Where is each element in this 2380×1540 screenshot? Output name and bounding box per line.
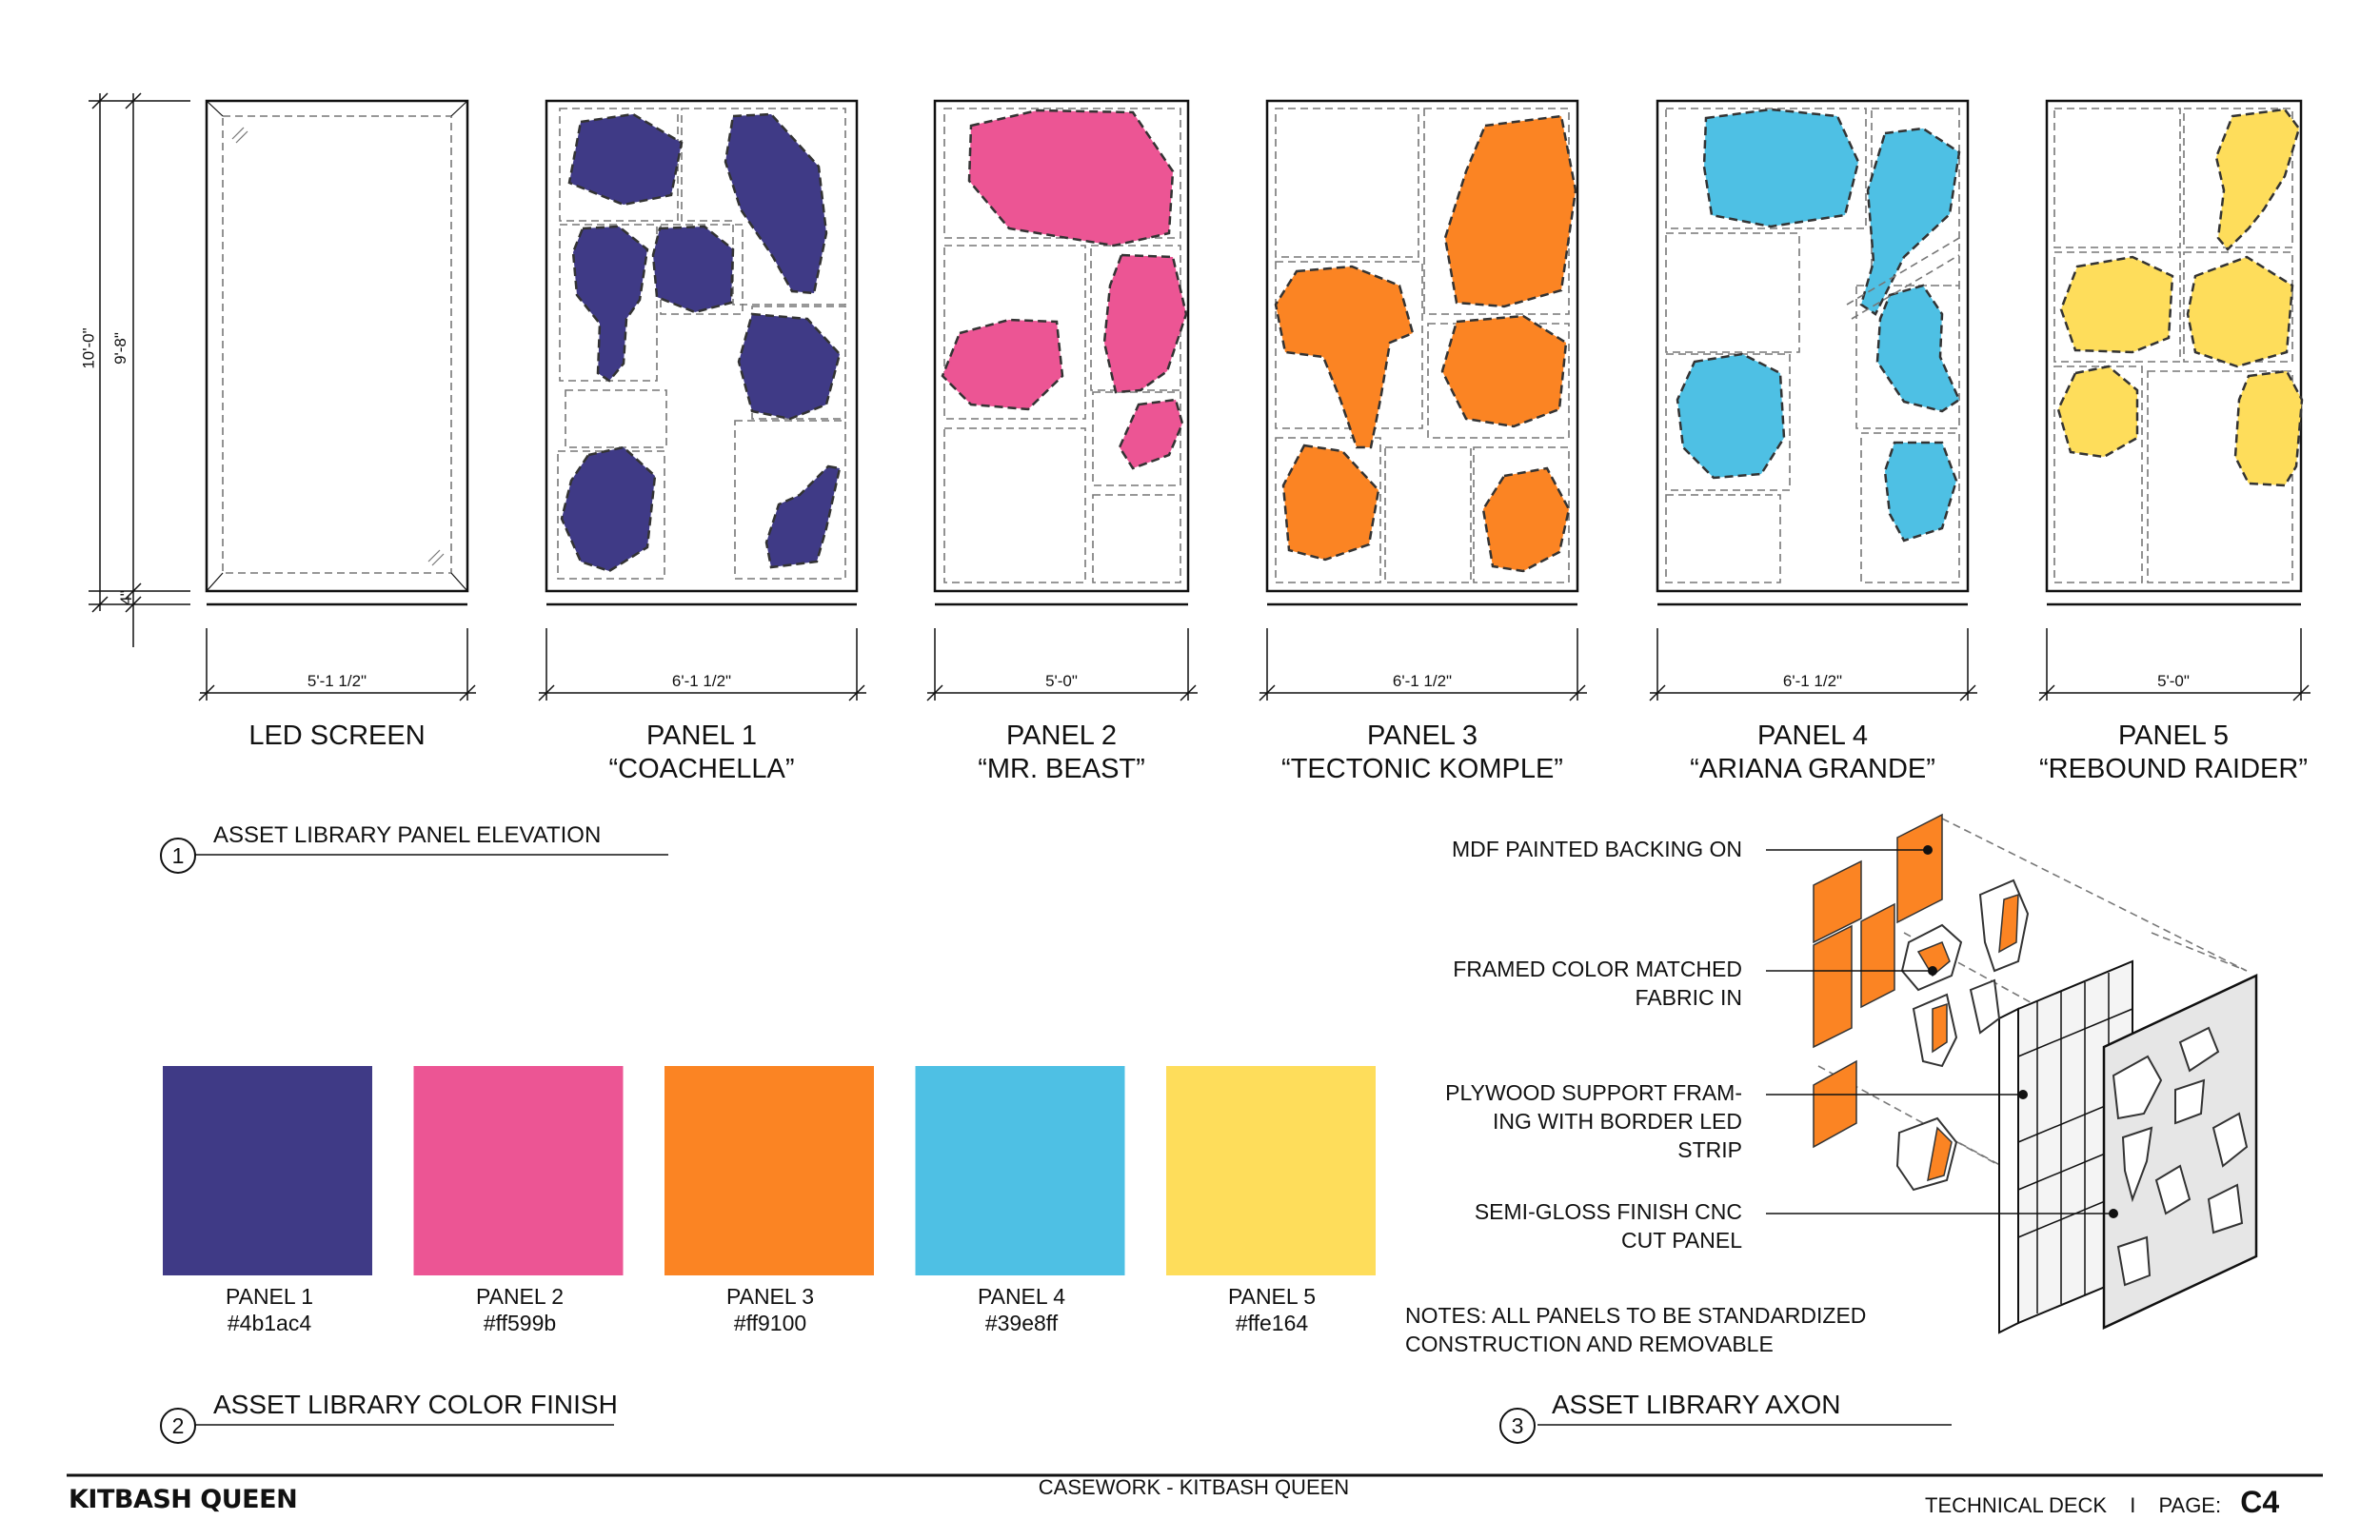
- callout-fabric: FRAMED COLOR MATCHED FABRIC IN: [1453, 957, 1742, 1010]
- overall-height-label: 10'-0": [79, 327, 98, 369]
- panel-2-elevation: [933, 99, 1190, 606]
- panel-4-subtitle: “ARIANA GRANDE”: [1690, 754, 1935, 784]
- panel-3-width: 6'-1 1/2": [1392, 672, 1453, 690]
- footer-project: CASEWORK - KITBASH QUEEN: [1038, 1475, 1350, 1499]
- panel-2-name: PANEL 2: [1005, 721, 1118, 751]
- height-dimensions: [89, 92, 190, 647]
- swatch-5-name: PANEL 5: [1227, 1284, 1317, 1309]
- panel-height-label: 9'-8": [110, 332, 129, 365]
- construction-notes: NOTES: ALL PANELS TO BE STANDARDIZED CON…: [1405, 1303, 1867, 1356]
- color-swatches: [163, 1066, 1376, 1275]
- swatch-3-name: PANEL 3: [725, 1284, 815, 1309]
- footer-page-info: TECHNICAL DECK I PAGE: C4: [1925, 1485, 2279, 1520]
- callout-cnc-panel: SEMI-GLOSS FINISH CNC CUT PANEL: [1474, 1199, 1742, 1253]
- panel-1-elevation: [545, 99, 859, 606]
- panel-5-title: PANEL 5 “REBOUND RAIDER”: [2021, 720, 2326, 786]
- panel-4-elevation: [1656, 99, 1970, 606]
- swatch-1-hex: #4b1ac4: [227, 1311, 312, 1335]
- swatch-2-hex: #ff599b: [483, 1311, 557, 1335]
- led-screen-name: LED SCREEN: [248, 721, 426, 751]
- swatch-2-label: PANEL 2 #ff599b: [415, 1283, 625, 1336]
- swatch-1-label: PANEL 1 #4b1ac4: [165, 1283, 374, 1336]
- panel-1-name: PANEL 1: [645, 721, 758, 751]
- panel-4-name: PANEL 4: [1756, 721, 1869, 751]
- callout-mdf-backing: MDF PAINTED BACKING ON: [1452, 837, 1742, 861]
- swatch-3-label: PANEL 3 #ff9100: [665, 1283, 875, 1336]
- swatch-3-hex: #ff9100: [733, 1311, 807, 1335]
- panel-5-width: 5'-0": [2157, 672, 2190, 690]
- section-1-number: 1: [160, 838, 196, 874]
- callout-plywood-framing: PLYWOOD SUPPORT FRAM- ING WITH BORDER LE…: [1445, 1080, 1742, 1162]
- footer-separator: I: [2130, 1493, 2136, 1517]
- led-screen-width: 5'-1 1/2": [307, 672, 367, 690]
- swatch-5-hex: #ffe164: [1235, 1311, 1309, 1335]
- swatch-2-name: PANEL 2: [475, 1284, 565, 1309]
- panel-3-subtitle: “TECTONIC KOMPLE”: [1281, 754, 1563, 784]
- panel-2-title: PANEL 2 “MR. BEAST”: [862, 720, 1261, 786]
- panel-4-width: 6'-1 1/2": [1782, 672, 1843, 690]
- panel-2-subtitle: “MR. BEAST”: [978, 754, 1145, 784]
- led-screen-elevation: [205, 99, 469, 606]
- panel-5-elevation: [2045, 99, 2304, 606]
- base-height-label: 4": [116, 590, 135, 605]
- section-2-number: 2: [160, 1408, 196, 1444]
- footer-page-label: PAGE:: [2158, 1493, 2222, 1517]
- panel-5-subtitle: “REBOUND RAIDER”: [2039, 754, 2308, 784]
- panel-1-title: PANEL 1 “COACHELLA”: [502, 720, 902, 786]
- swatch-4-name: PANEL 4: [977, 1284, 1066, 1309]
- section-2-title: ASSET LIBRARY COLOR FINISH: [213, 1390, 618, 1419]
- panel-3-name: PANEL 3: [1366, 721, 1478, 751]
- footer-page-number: C4: [2240, 1485, 2280, 1519]
- footer-brand: KITBASH QUEEN: [69, 1485, 298, 1514]
- width-dimensions: [198, 628, 2311, 701]
- panel-2-width: 5'-0": [1045, 672, 1078, 690]
- swatch-4-label: PANEL 4 #39e8ff: [917, 1283, 1126, 1336]
- color-swatch-5: [1166, 1066, 1376, 1275]
- panel-1-width: 6'-1 1/2": [671, 672, 732, 690]
- panel-5-name: PANEL 5: [2117, 721, 2230, 751]
- color-swatch-2: [413, 1066, 624, 1275]
- axon-drawing: [1766, 813, 2258, 1334]
- footer-deck: TECHNICAL DECK: [1925, 1493, 2108, 1517]
- panel-4-title: PANEL 4 “ARIANA GRANDE”: [1613, 720, 2013, 786]
- color-swatch-3: [664, 1066, 874, 1275]
- led-screen-title: LED SCREEN: [137, 720, 537, 753]
- color-swatch-1: [163, 1066, 372, 1275]
- section-3-title: ASSET LIBRARY AXON: [1552, 1390, 1841, 1419]
- swatch-1-name: PANEL 1: [225, 1284, 314, 1309]
- swatch-5-label: PANEL 5 #ffe164: [1167, 1283, 1377, 1336]
- panel-3-elevation: [1265, 99, 1579, 606]
- section-3-number: 3: [1499, 1408, 1536, 1444]
- section-1-title: ASSET LIBRARY PANEL ELEVATION: [213, 822, 602, 848]
- color-swatch-4: [915, 1066, 1125, 1275]
- panel-1-subtitle: “COACHELLA”: [608, 754, 795, 784]
- swatch-4-hex: #39e8ff: [984, 1311, 1059, 1335]
- panel-3-title: PANEL 3 “TECTONIC KOMPLE”: [1222, 720, 1622, 786]
